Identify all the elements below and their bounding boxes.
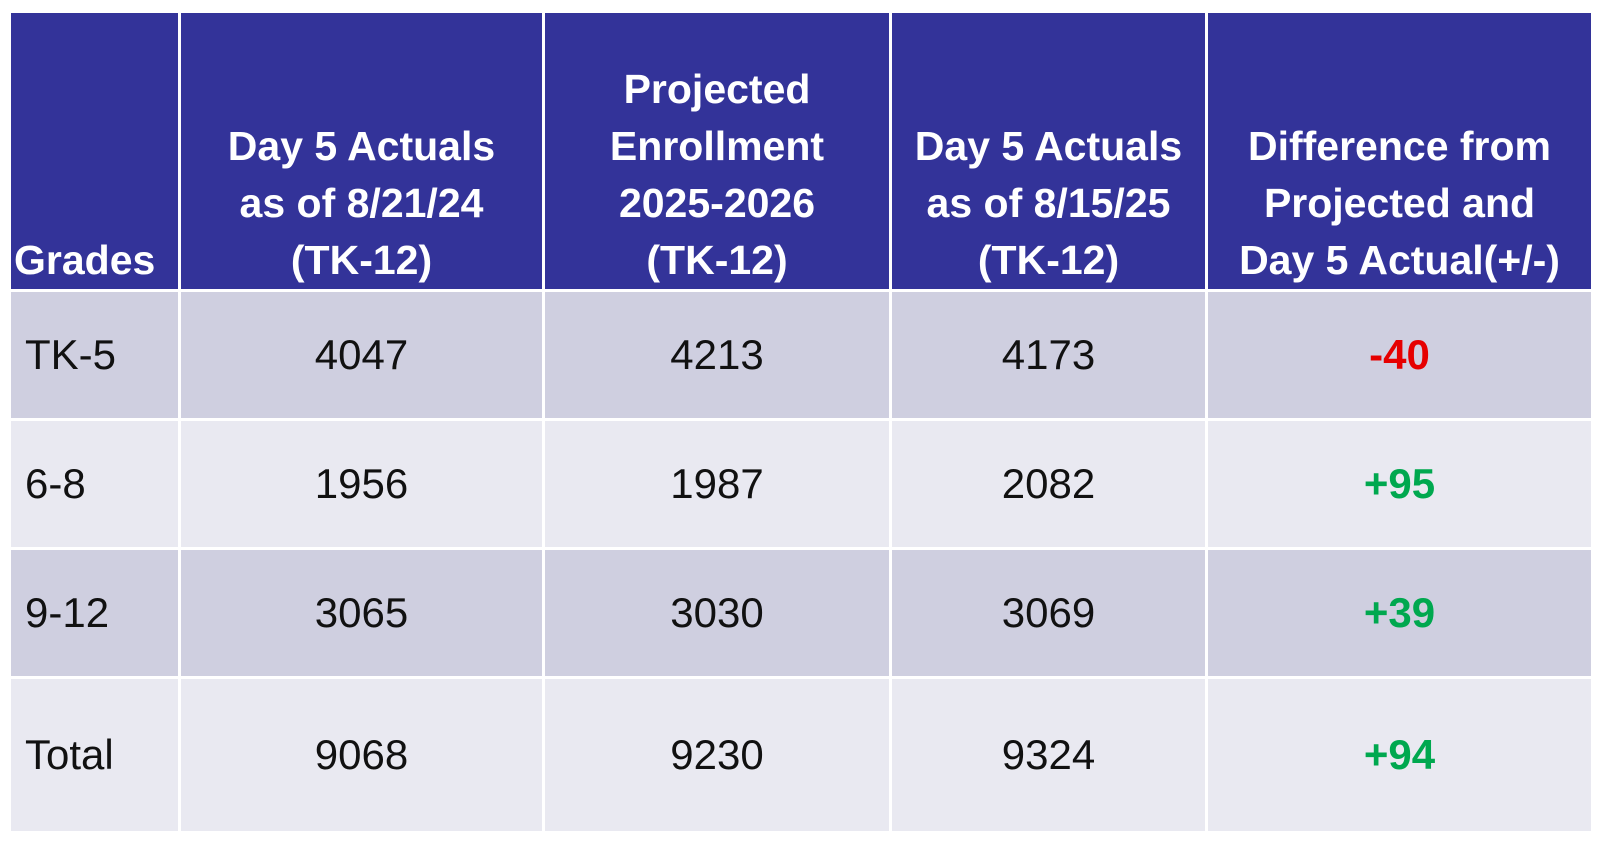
table-body: TK-5 4047 4213 4173 -40 6-8 1956 1987 2082 +95 9-1…: [8, 289, 1594, 834]
header-line: Day 5 Actuals: [227, 123, 496, 169]
column-header: Projected Enrollment 2025-2026 (TK-12): [542, 10, 892, 292]
grade-label: TK-5: [8, 289, 181, 421]
column-header: Day 5 Actuals as of 8/21/24 (TK-12): [178, 10, 545, 292]
cell-value: 4047: [178, 289, 545, 421]
header-line: Grades: [14, 237, 156, 283]
column-header: Day 5 Actuals as of 8/15/25 (TK-12): [889, 10, 1208, 292]
header-row: Grades Day 5 Actuals as of 8/21/24 (TK-12) P…: [8, 10, 1594, 292]
cell-value: 9068: [178, 676, 545, 834]
cell-value: 3065: [178, 547, 545, 679]
difference-value: +39: [1205, 547, 1594, 679]
table-wrapper: Grades Day 5 Actuals as of 8/21/24 (TK-12) P…: [8, 10, 1594, 834]
grade-label: Total: [8, 676, 181, 834]
difference-value: +94: [1205, 676, 1594, 834]
table-header: Grades Day 5 Actuals as of 8/21/24 (TK-12) P…: [8, 10, 1594, 292]
header-line: 2025-2026: [618, 180, 816, 226]
cell-value: 2082: [889, 418, 1208, 550]
table-row: TK-5 4047 4213 4173 -40: [8, 289, 1594, 421]
column-header: Difference from Projected and Day 5 Actual…: [1205, 10, 1594, 292]
header-line: Day 5 Actuals: [914, 123, 1183, 169]
header-line: Enrollment: [609, 123, 825, 169]
grade-label: 9-12: [8, 547, 181, 679]
header-line: as of 8/15/25: [926, 180, 1171, 226]
table-row: 6-8 1956 1987 2082 +95: [8, 418, 1594, 550]
difference-value: -40: [1205, 289, 1594, 421]
cell-value: 9324: [889, 676, 1208, 834]
cell-value: 3069: [889, 547, 1208, 679]
header-line: (TK-12): [290, 237, 433, 283]
header-line: (TK-12): [646, 237, 788, 283]
header-line: Projected and: [1263, 180, 1536, 226]
table-row: Total 9068 9230 9324 +94: [8, 676, 1594, 834]
header-line: (TK-12): [977, 237, 1120, 283]
cell-value: 4173: [889, 289, 1208, 421]
cell-value: 1987: [542, 418, 892, 550]
cell-value: 4213: [542, 289, 892, 421]
cell-value: 3030: [542, 547, 892, 679]
difference-value: +95: [1205, 418, 1594, 550]
cell-value: 1956: [178, 418, 545, 550]
grade-label: 6-8: [8, 418, 181, 550]
column-header: Grades: [8, 10, 181, 292]
header-line: Difference from: [1247, 123, 1551, 169]
enrollment-table: Grades Day 5 Actuals as of 8/21/24 (TK-12) P…: [8, 10, 1594, 834]
header-line: as of 8/21/24: [239, 180, 484, 226]
cell-value: 9230: [542, 676, 892, 834]
header-line: Projected: [623, 66, 811, 112]
header-line: Day 5 Actual(+/-): [1239, 237, 1560, 283]
table-row: 9-12 3065 3030 3069 +39: [8, 547, 1594, 679]
